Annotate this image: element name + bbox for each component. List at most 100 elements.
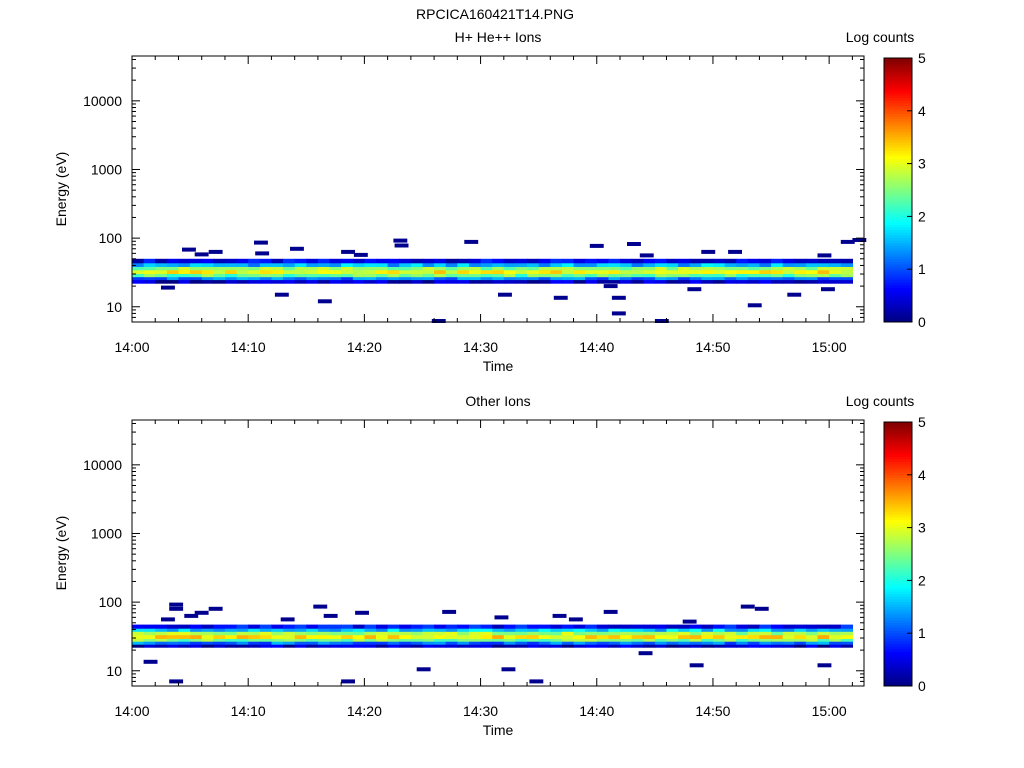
heatmap-cell xyxy=(585,263,598,268)
heatmap-cell xyxy=(155,624,168,630)
heatmap-cell xyxy=(132,258,145,264)
x-tick-label: 14:10 xyxy=(231,703,266,719)
heatmap-cell xyxy=(352,624,365,630)
heatmap-cell xyxy=(166,274,180,278)
heatmap-cell xyxy=(678,267,691,271)
heatmap-cell xyxy=(724,631,737,636)
heatmap-cell xyxy=(620,274,633,278)
heatmap-cell xyxy=(248,270,261,275)
heatmap-cell xyxy=(352,628,365,633)
heatmap-cell xyxy=(352,644,365,648)
heatmap-cell xyxy=(259,277,272,281)
heatmap-cell xyxy=(341,635,354,640)
colorbar-swatch xyxy=(884,456,912,460)
heatmap-cell xyxy=(387,270,400,275)
heatmap-cell xyxy=(364,635,377,640)
heatmap-cell xyxy=(620,280,633,284)
heatmap-cell xyxy=(341,263,354,268)
heatmap-cell xyxy=(527,280,540,284)
colorbar-swatch xyxy=(884,664,912,669)
heatmap-cell xyxy=(132,641,145,646)
heatmap-cell xyxy=(643,277,656,281)
heatmap-cell xyxy=(399,280,412,284)
colorbar-swatch xyxy=(884,287,912,291)
heatmap-cell xyxy=(166,270,180,275)
heatmap-cell xyxy=(283,280,296,284)
heatmap-cell xyxy=(480,280,493,284)
heatmap-cell xyxy=(805,263,819,268)
colorbar-swatch xyxy=(884,108,912,112)
heatmap-cell xyxy=(399,267,412,271)
colorbar-swatch xyxy=(884,131,912,136)
colorbar-swatch xyxy=(884,659,912,663)
heatmap-cell xyxy=(817,639,830,643)
colorbar-swatch xyxy=(884,598,912,603)
heatmap-cell xyxy=(169,606,184,611)
heatmap-cell xyxy=(306,631,319,636)
heatmap-cell xyxy=(410,258,424,264)
colorbar-swatch xyxy=(884,319,912,323)
heatmap-cell xyxy=(620,267,633,271)
heatmap-cell xyxy=(678,274,691,278)
colorbar-swatch xyxy=(884,168,912,173)
heatmap-cell xyxy=(259,270,272,275)
colorbar-swatch xyxy=(884,89,912,93)
heatmap-cell xyxy=(434,270,447,275)
heatmap-cell xyxy=(550,628,563,633)
heatmap-cell xyxy=(713,274,726,278)
heatmap-cell xyxy=(829,635,842,640)
heatmap-cell xyxy=(364,624,377,630)
heatmap-cell xyxy=(376,635,389,640)
heatmap-cell xyxy=(643,270,656,275)
colorbar-swatch xyxy=(884,253,912,257)
heatmap-cell xyxy=(352,267,365,271)
heatmap-cell xyxy=(132,628,145,633)
heatmap-cell xyxy=(585,628,598,633)
colorbar-swatch xyxy=(884,482,912,486)
heatmap-cell xyxy=(620,270,633,275)
heatmap-cell xyxy=(259,641,272,646)
colorbar-swatch xyxy=(884,229,912,233)
colorbar-label: Log counts xyxy=(846,29,915,45)
heatmap-cell xyxy=(701,274,714,278)
heatmap-cell xyxy=(166,280,180,284)
colorbar-swatch xyxy=(884,139,912,143)
heatmap-cell xyxy=(190,258,203,264)
heatmap-cell xyxy=(713,641,726,646)
heatmap-cell xyxy=(759,277,772,281)
colorbar-swatch xyxy=(884,569,912,573)
colorbar-tick-label: 2 xyxy=(918,208,926,224)
heatmap-cell xyxy=(787,292,802,297)
heatmap-cell xyxy=(469,274,482,278)
heatmap-cell xyxy=(431,319,446,323)
y-tick-label: 1000 xyxy=(91,525,122,541)
heatmap-cell xyxy=(155,628,168,633)
heatmap-cell xyxy=(713,280,726,284)
heatmap-cell xyxy=(550,624,563,630)
heatmap-cell xyxy=(410,624,424,630)
heatmap-cell xyxy=(480,270,493,275)
heatmap-cell xyxy=(736,644,749,648)
heatmap-cell xyxy=(132,277,145,281)
heatmap-cell xyxy=(271,624,284,630)
heatmap-cell xyxy=(480,624,493,630)
heatmap-cell xyxy=(678,639,691,643)
heatmap-cell xyxy=(143,274,156,278)
heatmap-cell xyxy=(294,639,307,643)
y-tick-label: 10000 xyxy=(83,93,122,109)
heatmap-cell xyxy=(341,249,355,254)
heatmap-cell xyxy=(155,258,168,264)
colorbar-tick-label: 4 xyxy=(918,103,926,119)
heatmap-cell xyxy=(527,263,540,268)
heatmap-cell xyxy=(480,639,493,643)
colorbar-swatch xyxy=(884,179,912,183)
colorbar-swatch xyxy=(884,646,912,650)
heatmap-cell xyxy=(387,280,400,284)
heatmap-cell xyxy=(654,635,668,640)
heatmap-cell xyxy=(817,258,830,264)
heatmap-cell xyxy=(603,609,618,614)
colorbar-swatch xyxy=(884,585,912,589)
heatmap-cell xyxy=(317,635,331,640)
heatmap-cell xyxy=(143,631,156,636)
heatmap-cell xyxy=(527,270,540,275)
